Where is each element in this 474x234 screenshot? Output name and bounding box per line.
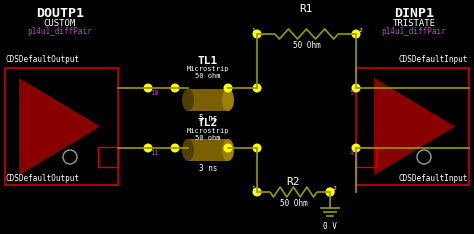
Text: R2: R2 — [287, 177, 300, 187]
Circle shape — [224, 143, 233, 153]
Text: 0 V: 0 V — [323, 222, 337, 231]
Bar — [356, 147, 376, 167]
Polygon shape — [374, 78, 455, 175]
Ellipse shape — [222, 89, 234, 111]
Text: TL1: TL1 — [198, 56, 218, 66]
Circle shape — [352, 84, 361, 92]
Circle shape — [144, 84, 153, 92]
Circle shape — [253, 29, 262, 39]
Text: 2: 2 — [332, 186, 336, 191]
Text: R1: R1 — [300, 4, 313, 14]
Text: 50 ohm: 50 ohm — [195, 73, 221, 79]
Bar — [98, 147, 118, 167]
Text: p14u1_diffPair: p14u1_diffPair — [382, 27, 447, 36]
Text: 5 ns: 5 ns — [199, 114, 217, 123]
Ellipse shape — [182, 139, 194, 161]
Bar — [188, 139, 228, 161]
Circle shape — [352, 29, 361, 39]
Text: 11: 11 — [150, 150, 158, 156]
Text: DOUTP1: DOUTP1 — [36, 7, 84, 20]
Text: TL2: TL2 — [198, 118, 218, 128]
Text: 1: 1 — [251, 186, 255, 191]
Text: Microstrip: Microstrip — [187, 128, 229, 134]
Text: DINP1: DINP1 — [394, 7, 434, 20]
Text: 50 Ohm: 50 Ohm — [292, 41, 320, 50]
Ellipse shape — [182, 89, 194, 111]
Circle shape — [253, 84, 262, 92]
Bar — [188, 89, 228, 111]
Text: 2: 2 — [358, 28, 362, 33]
Text: p14u1_diffPair: p14u1_diffPair — [27, 27, 92, 36]
Text: 4: 4 — [350, 150, 354, 156]
Text: Microstrip: Microstrip — [187, 66, 229, 72]
Bar — [5, 68, 118, 185]
Circle shape — [253, 187, 262, 197]
Circle shape — [144, 143, 153, 153]
Text: 50 Ohm: 50 Ohm — [280, 199, 307, 208]
Circle shape — [326, 187, 335, 197]
Text: CDSDefaultInput: CDSDefaultInput — [399, 174, 468, 183]
Ellipse shape — [222, 139, 234, 161]
Text: 5: 5 — [350, 90, 354, 96]
Circle shape — [171, 143, 180, 153]
Circle shape — [224, 84, 233, 92]
Text: CUSTOM: CUSTOM — [44, 19, 76, 28]
Text: CDSDefaultOutput: CDSDefaultOutput — [6, 174, 80, 183]
Circle shape — [253, 143, 262, 153]
Text: CDSDefaultOutput: CDSDefaultOutput — [6, 55, 80, 64]
Circle shape — [171, 84, 180, 92]
Text: 10: 10 — [150, 90, 158, 96]
Text: 1: 1 — [251, 28, 255, 33]
Text: TRISTATE: TRISTATE — [392, 19, 436, 28]
Text: 50 ohm: 50 ohm — [195, 135, 221, 141]
Circle shape — [326, 187, 335, 197]
Bar — [356, 68, 469, 185]
Polygon shape — [19, 78, 100, 175]
Text: CDSDefaultInput: CDSDefaultInput — [399, 55, 468, 64]
Text: 3 ns: 3 ns — [199, 164, 217, 173]
Circle shape — [352, 143, 361, 153]
